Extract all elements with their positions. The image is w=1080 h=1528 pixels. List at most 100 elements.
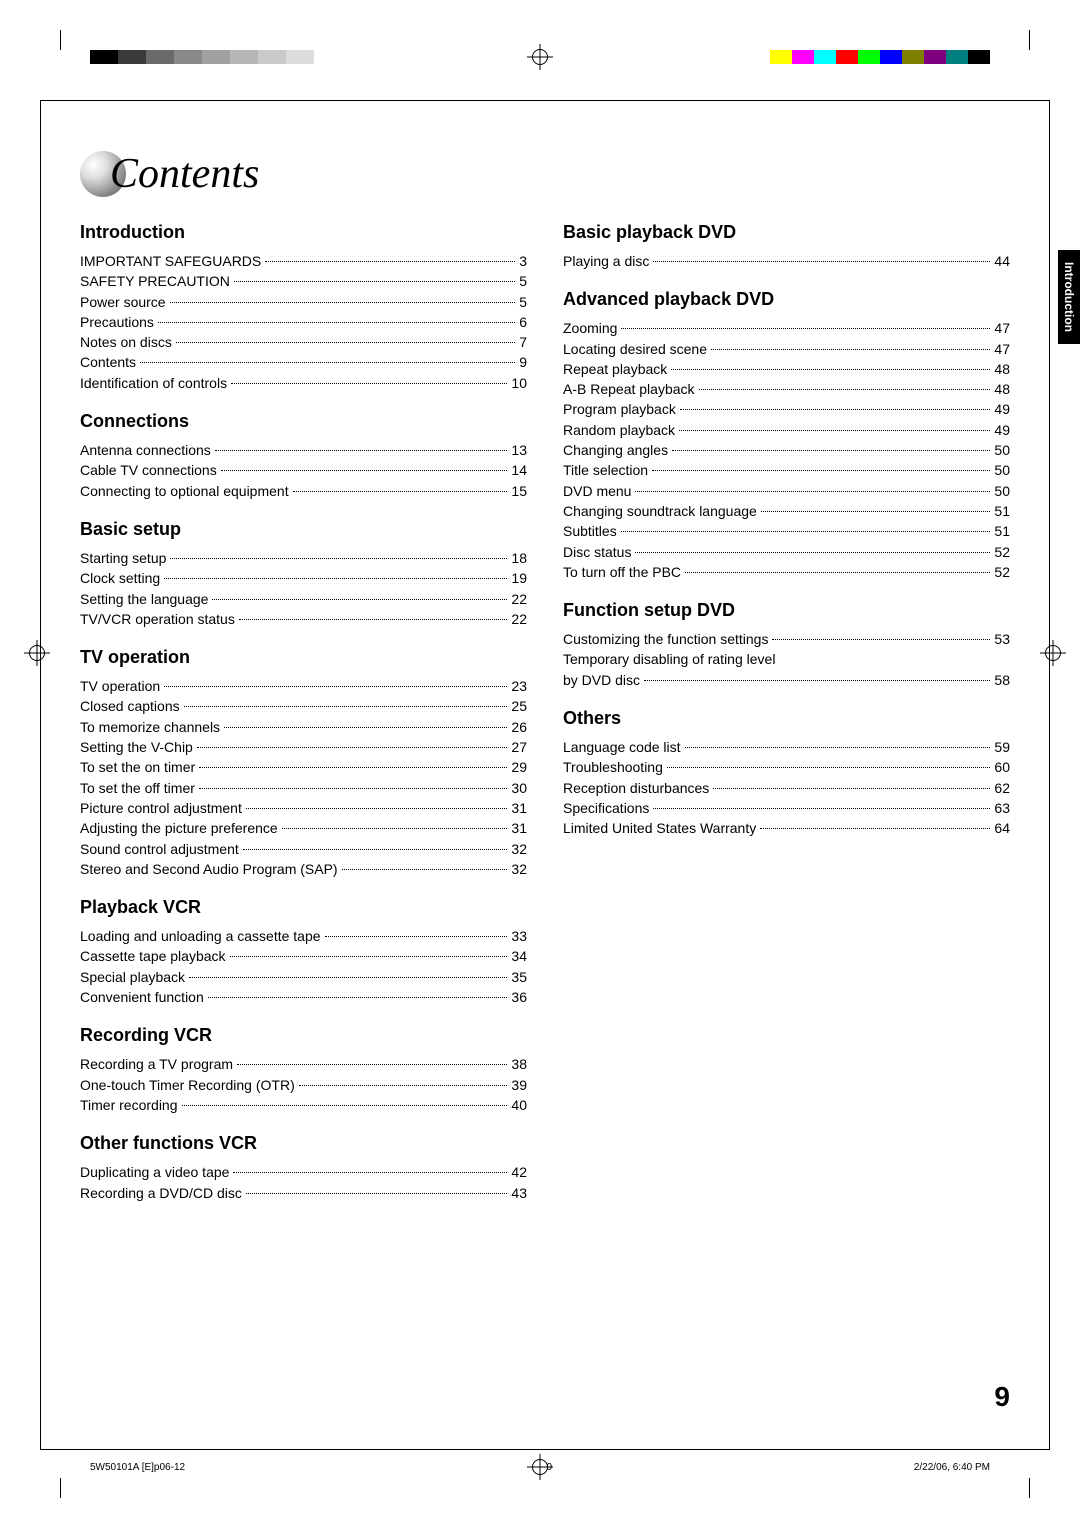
toc-entry-page: 50 [994,481,1010,501]
toc-entry-page: 48 [994,379,1010,399]
toc-entry: Connecting to optional equipment15 [80,481,527,501]
toc-entry-label: Playing a disc [563,251,649,271]
toc-entry-page: 58 [994,670,1010,690]
registration-block [230,50,258,64]
toc-entry: Cable TV connections14 [80,460,527,480]
toc-entry-label: Cassette tape playback [80,946,226,966]
registration-block [118,50,146,64]
toc-section-heading: Connections [80,411,527,432]
toc-leader-dots [711,349,990,350]
toc-leader-dots [237,1064,507,1065]
toc-entry-page: 32 [511,839,527,859]
toc-entry-label: To set the off timer [80,778,195,798]
toc-entry: One-touch Timer Recording (OTR)39 [80,1075,527,1095]
toc-entry: Special playback35 [80,967,527,987]
toc-entry: Language code list59 [563,737,1010,757]
toc-entry-label: Loading and unloading a cassette tape [80,926,321,946]
footer: 5W50101A [E]p06-12 9 2/22/06, 6:40 PM [90,1462,990,1473]
toc-column-right: Basic playback DVDPlaying a disc44Advanc… [563,222,1010,1203]
toc-entry: Timer recording40 [80,1095,527,1115]
page-title: Contents [110,150,259,198]
toc-entry-label: Power source [80,292,166,312]
toc-entry-page: 25 [511,696,527,716]
toc-leader-dots [679,430,990,431]
toc-entry-label: Customizing the function settings [563,629,768,649]
toc-leader-dots [208,997,508,998]
toc-entry: by DVD disc58 [563,670,1010,690]
toc-entry-page: 59 [994,737,1010,757]
toc-section-heading: TV operation [80,647,527,668]
toc-leader-dots [644,680,990,681]
toc-leader-dots [199,788,508,789]
toc-section-heading: Basic setup [80,519,527,540]
toc-section-heading: Other functions VCR [80,1133,527,1154]
crop-tick [1029,1478,1030,1498]
registration-block [836,50,858,64]
toc-leader-dots [325,936,508,937]
toc-entry-page: 64 [994,818,1010,838]
page-number: 9 [994,1381,1010,1413]
toc-entry: IMPORTANT SAFEGUARDS3 [80,251,527,271]
toc-entry: Locating desired scene47 [563,339,1010,359]
toc-entry-page: 22 [511,589,527,609]
toc-leader-dots [621,531,991,532]
toc-entry: To set the off timer30 [80,778,527,798]
toc-entry: Closed captions25 [80,696,527,716]
toc-entry-page: 6 [519,312,527,332]
toc-entry-label: Disc status [563,542,631,562]
toc-leader-dots [246,808,508,809]
registration-block [924,50,946,64]
toc-leader-dots [212,599,507,600]
toc-leader-dots [293,491,508,492]
toc-entry-page: 40 [511,1095,527,1115]
toc-entry-label: Reception disturbances [563,778,709,798]
toc-entry-page: 10 [511,373,527,393]
toc-entry: Recording a DVD/CD disc43 [80,1183,527,1203]
toc-leader-dots [342,869,508,870]
toc-entry-page: 13 [511,440,527,460]
toc-entry-label: Zooming [563,318,617,338]
toc-entry: Setting the language22 [80,589,527,609]
toc-entry-label: Cable TV connections [80,460,217,480]
registration-block [286,50,314,64]
toc-entry-label: To set the on timer [80,757,195,777]
toc-entry-label: To memorize channels [80,717,220,737]
toc-entry-label: Locating desired scene [563,339,707,359]
toc-entry-page: 47 [994,318,1010,338]
toc-entry-label: Specifications [563,798,649,818]
toc-entry-label: Limited United States Warranty [563,818,756,838]
toc-entry-label: SAFETY PRECAUTION [80,271,230,291]
crop-rule-bottom [40,1449,1050,1450]
toc-leader-dots [197,747,508,748]
toc-entry: Identification of controls10 [80,373,527,393]
toc-leader-dots [224,727,507,728]
toc-entry-label: Stereo and Second Audio Program (SAP) [80,859,338,879]
toc-entry: Adjusting the picture preference31 [80,818,527,838]
toc-entry-label: Special playback [80,967,185,987]
toc-entry: Subtitles51 [563,521,1010,541]
toc-columns: IntroductionIMPORTANT SAFEGUARDS3SAFETY … [80,222,1010,1203]
toc-leader-dots [158,322,515,323]
toc-entry-page: 26 [511,717,527,737]
toc-entry-page: 9 [519,352,527,372]
toc-leader-dots [184,706,508,707]
crop-tick [1029,30,1030,50]
toc-entry: Sound control adjustment32 [80,839,527,859]
toc-leader-dots [653,261,990,262]
toc-entry-page: 31 [511,798,527,818]
toc-leader-dots [176,342,515,343]
toc-column-left: IntroductionIMPORTANT SAFEGUARDS3SAFETY … [80,222,527,1203]
toc-entry: Clock setting19 [80,568,527,588]
toc-leader-dots [635,491,990,492]
registration-block [90,50,118,64]
toc-entry-label: Notes on discs [80,332,172,352]
toc-entry: Setting the V-Chip27 [80,737,527,757]
toc-entry-label: Starting setup [80,548,166,568]
toc-entry: Changing angles50 [563,440,1010,460]
toc-entry-page: 62 [994,778,1010,798]
toc-leader-dots [672,450,990,451]
toc-entry: Changing soundtrack language51 [563,501,1010,521]
page-content: Contents IntroductionIMPORTANT SAFEGUARD… [80,150,1010,1418]
toc-leader-dots [621,328,990,329]
toc-entry-label: Title selection [563,460,648,480]
